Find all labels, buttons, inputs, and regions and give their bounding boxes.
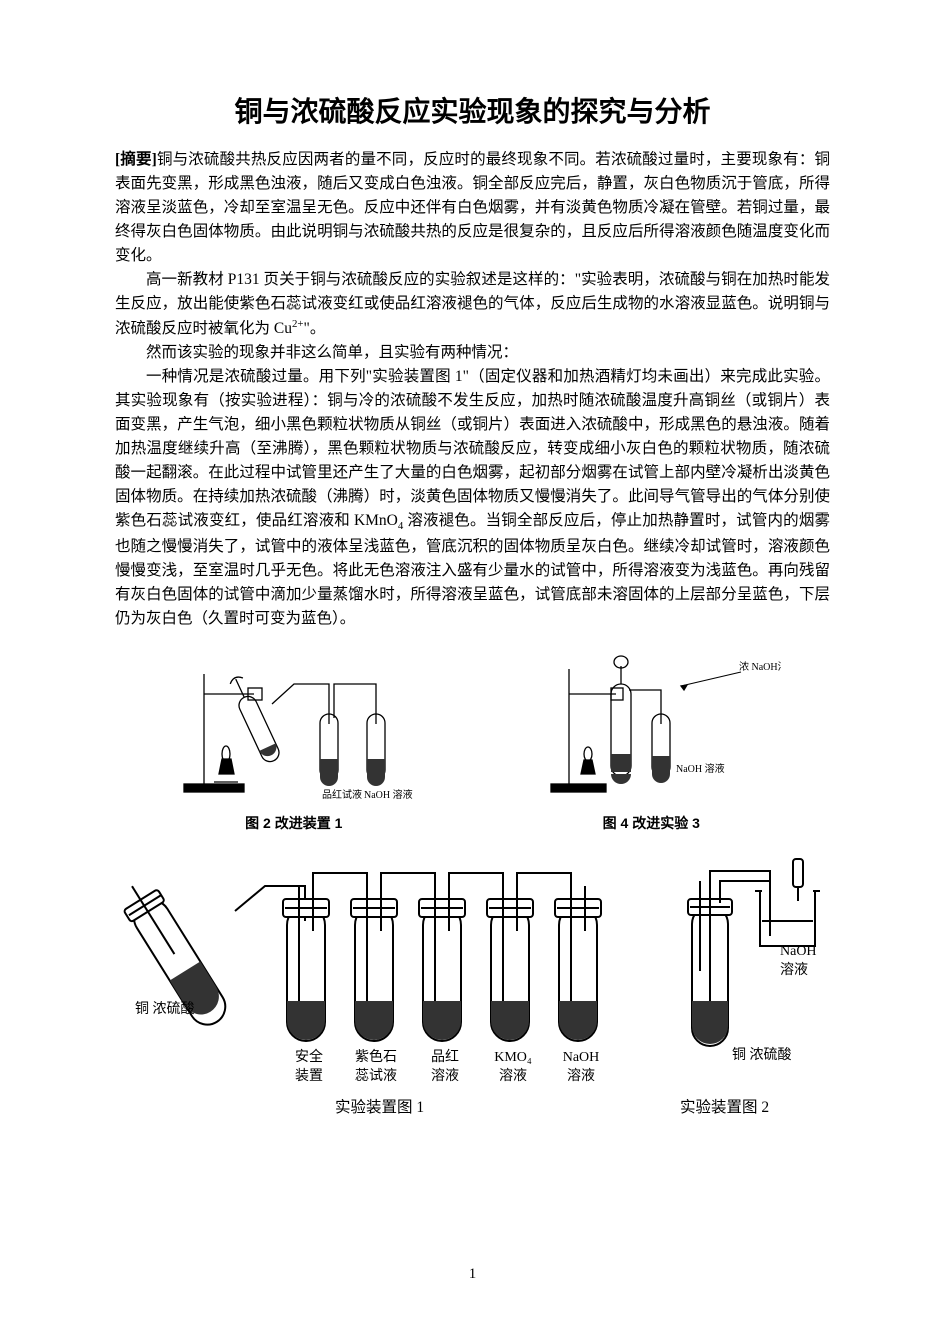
app1-t5-l2: 溶液	[567, 1069, 595, 1084]
p2a: 高一新教材 P131 页关于铜与浓硫酸反应的实验叙述是这样的："实验表明，浓硫酸…	[115, 271, 830, 337]
app1-t2-l1: 紫色石	[355, 1050, 397, 1065]
doc-title: 铜与浓硫酸反应实验现象的探究与分析	[115, 90, 830, 130]
fig2-label-2: NaOH 溶液	[364, 788, 413, 801]
app2-beaker-l2: 溶液	[780, 963, 808, 978]
top-figures-row: 品红试液 NaOH 溶液 图 2 改进装置 1	[115, 653, 830, 833]
body-text: [摘要]铜与浓硫酸共热反应因两者的量不同，反应时的最终现象不同。若浓硫酸过量时，…	[115, 148, 830, 631]
cu-sup: 2+	[292, 318, 304, 330]
fig2-caption: 图 2 改进装置 1	[164, 813, 424, 833]
fig2-label-1: 品红试液	[322, 788, 362, 801]
app2-beaker-l1: NaOH	[780, 944, 817, 959]
app1-t1-l1: 安全	[295, 1050, 323, 1065]
fig4-block: 浓 NaOH溶液 NaOH 溶液 图 4 改进实验 3	[521, 654, 781, 833]
apparatus-1: 铜 浓硫酸 安全 装置 紫色石 蕊试液 品红 溶液 KMO₄ 溶液 NaOH 溶…	[115, 851, 655, 1111]
app2-caption: 实验装置图 2	[680, 1095, 769, 1117]
fig2-svg: 品红试液 NaOH 溶液	[164, 654, 424, 804]
app1-caption: 实验装置图 1	[335, 1095, 424, 1117]
fig4-label-1: NaOH 溶液	[676, 762, 725, 775]
app1-t1-l2: 装置	[295, 1069, 323, 1084]
p4b: 溶液褪色。当铜全部反应后，停止加热静置时，试管内的烟雾也随之慢慢消失了，试管中的…	[115, 512, 830, 627]
app2-tube-label: 铜 浓硫酸	[732, 1047, 792, 1065]
app1-label-0: 铜 浓硫酸	[135, 1001, 195, 1019]
abstract-body: 铜与浓硫酸共热反应因两者的量不同，反应时的最终现象不同。若浓硫酸过量时，主要现象…	[115, 151, 830, 264]
para-2: 高一新教材 P131 页关于铜与浓硫酸反应的实验叙述是这样的："实验表明，浓硫酸…	[115, 268, 830, 341]
abstract-para: [摘要]铜与浓硫酸共热反应因两者的量不同，反应时的最终现象不同。若浓硫酸过量时，…	[115, 148, 830, 268]
fig4-svg: 浓 NaOH溶液 NaOH 溶液	[521, 654, 781, 804]
apparatus-2: NaOH 溶液 铜 浓硫酸 实验装置图 2	[640, 851, 830, 1111]
para-3: 然而该实验的现象并非这么简单，且实验有两种情况：	[115, 341, 830, 365]
app1-svg	[115, 851, 655, 1071]
p4a: 一种情况是浓硫酸过量。用下列"实验装置图 1"（固定仪器和加热酒精灯均未画出）来…	[115, 368, 830, 529]
app1-t2-l2: 蕊试液	[355, 1069, 397, 1084]
app1-t3-l1: 品红	[431, 1050, 459, 1065]
p2b: "。	[304, 320, 326, 337]
fig2-block: 品红试液 NaOH 溶液 图 2 改进装置 1	[164, 654, 424, 833]
fig4-caption: 图 4 改进实验 3	[521, 813, 781, 833]
app1-t3-l2: 溶液	[431, 1069, 459, 1084]
para-4: 一种情况是浓硫酸过量。用下列"实验装置图 1"（固定仪器和加热酒精灯均未画出）来…	[115, 365, 830, 631]
app1-t5-l1: NaOH	[563, 1050, 600, 1065]
page-number: 1	[0, 1266, 945, 1283]
app1-t4-l1: KMO₄	[494, 1050, 532, 1065]
fig4-ann: 浓 NaOH溶液	[739, 660, 781, 673]
app1-t4-l2: 溶液	[499, 1069, 527, 1084]
abstract-label: [摘要]	[115, 151, 157, 168]
bottom-figures: 铜 浓硫酸 安全 装置 紫色石 蕊试液 品红 溶液 KMO₄ 溶液 NaOH 溶…	[115, 851, 830, 1151]
